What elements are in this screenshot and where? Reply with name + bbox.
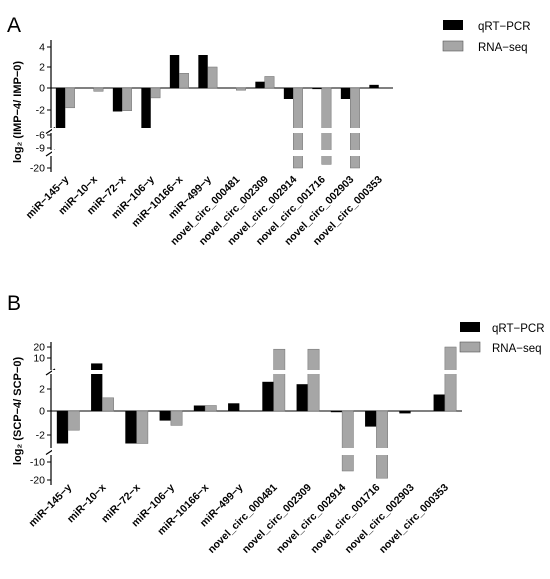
y-tick-label: -20 [30, 475, 45, 487]
bar-rna-seq-mir-145-y [67, 410, 80, 431]
bar-rna-seq-mir-145-y [65, 87, 75, 109]
bar-rna-seq-mir-10166-x [179, 73, 189, 89]
bar-rna-seq-mir-106-y [150, 87, 161, 99]
axis-break-gap [52, 150, 394, 156]
bar-rna-seq-mir-72-x [122, 87, 132, 111]
bar-qrt-pcr-novel-circ-002903 [340, 88, 351, 99]
y-tick-label: -6 [36, 130, 45, 142]
bar-qrt-pcr-novel-circ-002914 [283, 88, 294, 99]
panel-a-legend: qRT−PCR RNA−seq [442, 20, 531, 54]
bar-rna-seq-novel-circ-001716 [321, 87, 332, 165]
bar-qrt-pcr-novel-circ-001716 [312, 88, 322, 90]
bar-qrt-pcr-mir-10-x [91, 363, 103, 411]
bar-qrt-pcr-mir-499-y [198, 55, 208, 88]
legend-swatch-rna-seq [442, 40, 464, 52]
bar-rna-seq-mir-106-y [170, 410, 183, 426]
bar-qrt-pcr-novel-circ-000353 [369, 84, 379, 88]
bar-qrt-pcr-novel-circ-001716 [365, 411, 377, 427]
bar-qrt-pcr-novel-circ-002309 [255, 81, 265, 88]
y-tick-label: 4 [39, 42, 45, 54]
y-tick-label: 0 [39, 83, 45, 95]
y-tick-label: 2 [39, 62, 45, 74]
bar-qrt-pcr-novel-circ-002309 [296, 384, 308, 411]
bar-rna-seq-novel-circ-000353 [444, 346, 457, 412]
legend-swatch-qrt-pcr [460, 322, 480, 332]
bar-qrt-pcr-mir-10166-x [193, 405, 206, 411]
bar-rna-seq-mir-499-y [207, 66, 218, 89]
panel-b-letter: B [7, 292, 21, 315]
panel-a-y-axis-label: log₂ (IMP−4/ IMP−0) [12, 61, 24, 163]
panel-a-letter: A [7, 14, 21, 37]
bar-qrt-pcr-novel-circ-002914 [330, 411, 343, 413]
bar-rna-seq-mir-10166-x [204, 405, 217, 412]
bar-rna-seq-mir-10-x [93, 87, 104, 92]
legend-label-qrt-pcr: qRT−PCR [478, 21, 531, 33]
legend-label-rna-seq: RNA−seq [492, 343, 542, 355]
y-tick-label: 2 [39, 384, 45, 396]
bar-qrt-pcr-mir-10166-x [169, 55, 180, 88]
bar-qrt-pcr-novel-circ-000353 [433, 394, 445, 411]
y-tick-label: 20 [33, 342, 45, 354]
y-tick-label: 10 [33, 353, 45, 365]
bar-qrt-pcr-novel-circ-000481 [262, 381, 274, 411]
bar-qrt-pcr-mir-145-y [55, 88, 66, 131]
legend-swatch-qrt-pcr [443, 20, 463, 30]
legend-label-rna-seq: RNA−seq [478, 42, 528, 54]
legend-label-qrt-pcr: qRT−PCR [492, 323, 545, 335]
panel-b-legend: qRT−PCR RNA−seq [459, 322, 545, 355]
bar-rna-seq-mir-10-x [102, 397, 114, 412]
y-tick-label: 0 [39, 406, 45, 418]
y-tick-label: -2 [36, 105, 45, 117]
bar-rna-seq-novel-circ-001716 [376, 410, 388, 479]
y-tick-label: -2 [36, 430, 45, 442]
bar-rna-seq-mir-72-x [136, 410, 149, 444]
bar-qrt-pcr-mir-72-x [112, 88, 123, 112]
axis-break-gap [52, 128, 394, 133]
axis-break-gap [52, 370, 463, 374]
y-tick-label: -9 [36, 143, 45, 155]
bar-qrt-pcr-mir-499-y [228, 403, 240, 411]
bar-rna-seq-novel-circ-002309 [307, 348, 320, 412]
bar-rna-seq-novel-circ-000481 [273, 348, 286, 412]
bar-qrt-pcr-novel-circ-002903 [399, 411, 411, 414]
bar-rna-seq-novel-circ-000481 [236, 87, 246, 91]
bar-qrt-pcr-mir-72-x [125, 411, 137, 444]
bar-rna-seq-novel-circ-002309 [264, 76, 275, 89]
panel-b-y-axis-label: log₂ (SCP−4/ SCP−0) [12, 357, 24, 466]
legend-swatch-rna-seq [459, 341, 481, 353]
y-tick-label: -10 [30, 457, 45, 469]
bar-qrt-pcr-mir-106-y [159, 411, 171, 421]
y-tick-label: -20 [30, 163, 45, 175]
bar-qrt-pcr-mir-106-y [141, 88, 151, 130]
bar-qrt-pcr-mir-145-y [56, 411, 69, 444]
axis-break-gap [52, 448, 463, 455]
bar-rna-seq-novel-circ-002914 [341, 410, 354, 472]
